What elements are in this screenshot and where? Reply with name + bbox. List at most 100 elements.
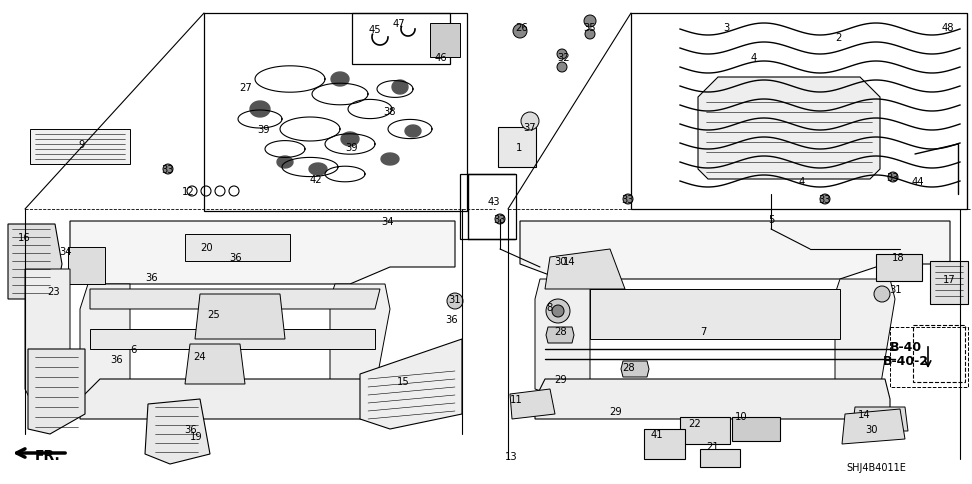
Text: 35: 35 (584, 23, 596, 33)
Bar (498, 128, 536, 167)
Text: 33: 33 (494, 214, 506, 225)
Text: 31: 31 (889, 285, 902, 294)
Circle shape (513, 25, 527, 39)
Text: 37: 37 (524, 123, 537, 133)
Text: 43: 43 (488, 197, 501, 207)
Text: 33: 33 (161, 165, 174, 175)
Text: 22: 22 (688, 418, 702, 428)
Text: 33: 33 (622, 195, 635, 205)
Polygon shape (185, 344, 245, 384)
Text: 21: 21 (707, 441, 719, 451)
Text: 11: 11 (509, 394, 522, 404)
Polygon shape (341, 133, 359, 147)
Text: 5: 5 (768, 214, 774, 225)
Polygon shape (8, 225, 62, 300)
Text: 23: 23 (48, 287, 60, 296)
Polygon shape (405, 126, 421, 138)
Bar (930, 261, 968, 304)
Text: 15: 15 (397, 376, 409, 386)
Text: 39: 39 (258, 125, 270, 135)
Text: 10: 10 (735, 411, 747, 421)
Text: 19: 19 (190, 431, 202, 441)
Polygon shape (195, 294, 285, 339)
Polygon shape (842, 409, 905, 444)
Text: 33: 33 (886, 173, 899, 182)
Text: 34: 34 (59, 246, 72, 257)
Polygon shape (68, 247, 105, 285)
Text: 28: 28 (623, 362, 636, 372)
Bar (890, 327, 968, 387)
Text: B-40-2: B-40-2 (883, 355, 929, 368)
Bar (352, 14, 450, 65)
Text: 14: 14 (563, 257, 575, 267)
Bar (631, 14, 967, 210)
Bar (700, 449, 740, 467)
Text: 24: 24 (193, 351, 206, 361)
Text: B-40: B-40 (890, 341, 922, 354)
Text: 6: 6 (130, 344, 136, 354)
Text: 4: 4 (751, 53, 757, 63)
Polygon shape (535, 379, 890, 419)
Polygon shape (25, 270, 70, 409)
Text: 44: 44 (912, 177, 924, 187)
Text: 12: 12 (182, 187, 194, 197)
Text: 45: 45 (368, 25, 381, 35)
Text: 41: 41 (650, 429, 663, 439)
Polygon shape (360, 339, 462, 429)
Text: 46: 46 (434, 53, 447, 63)
Bar (460, 175, 516, 240)
Text: 29: 29 (609, 406, 622, 416)
Polygon shape (381, 154, 399, 166)
Text: 2: 2 (835, 33, 841, 43)
Text: 4: 4 (799, 177, 805, 187)
Polygon shape (852, 407, 908, 431)
Polygon shape (520, 222, 950, 279)
Text: 28: 28 (555, 326, 568, 336)
Bar (913, 325, 965, 382)
Circle shape (874, 287, 890, 302)
Text: 3: 3 (723, 23, 729, 33)
Polygon shape (545, 249, 625, 289)
Circle shape (521, 113, 539, 131)
Text: 30: 30 (555, 257, 568, 267)
Polygon shape (698, 78, 880, 180)
Polygon shape (330, 285, 390, 399)
Text: 30: 30 (866, 424, 879, 434)
Text: 38: 38 (384, 107, 397, 117)
Text: SHJ4B4011E: SHJ4B4011E (846, 462, 906, 472)
Polygon shape (80, 379, 400, 419)
Bar (680, 417, 730, 444)
Text: 8: 8 (546, 302, 552, 312)
Polygon shape (621, 361, 649, 377)
Text: 31: 31 (449, 294, 462, 304)
Text: 25: 25 (208, 309, 221, 319)
Text: 36: 36 (229, 253, 242, 262)
Circle shape (623, 195, 633, 205)
Text: 36: 36 (111, 354, 123, 364)
Text: 48: 48 (942, 23, 955, 33)
Polygon shape (309, 164, 327, 176)
Text: 36: 36 (146, 272, 158, 283)
Polygon shape (430, 24, 460, 58)
Circle shape (447, 293, 463, 309)
Text: 47: 47 (393, 19, 405, 29)
Polygon shape (30, 130, 130, 165)
Polygon shape (28, 349, 85, 434)
Text: 17: 17 (943, 274, 955, 285)
Text: 29: 29 (555, 374, 568, 384)
Circle shape (552, 305, 564, 318)
Polygon shape (590, 289, 840, 339)
Text: FR.: FR. (35, 448, 61, 462)
Circle shape (820, 195, 830, 205)
Circle shape (546, 300, 570, 323)
Text: 27: 27 (240, 83, 253, 93)
Text: 42: 42 (310, 175, 323, 184)
Polygon shape (546, 327, 574, 343)
Polygon shape (90, 289, 380, 309)
Text: 14: 14 (857, 409, 870, 419)
Circle shape (557, 63, 567, 73)
Text: 9: 9 (79, 140, 86, 150)
Circle shape (495, 214, 505, 225)
Text: 36: 36 (446, 314, 459, 324)
Circle shape (557, 50, 567, 60)
